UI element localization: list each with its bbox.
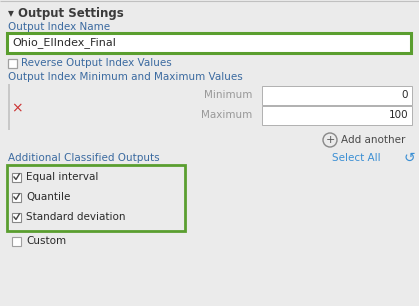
Bar — [7, 165, 185, 231]
Bar — [262, 106, 412, 125]
Bar — [8, 59, 17, 68]
Bar — [12, 192, 21, 201]
Text: Maximum: Maximum — [201, 110, 252, 121]
Bar — [8, 84, 10, 130]
Text: Additional Classified Outputs: Additional Classified Outputs — [8, 153, 160, 163]
Text: Select All: Select All — [332, 153, 381, 163]
Text: ↺: ↺ — [403, 151, 415, 165]
Text: Minimum: Minimum — [204, 91, 252, 100]
Text: Custom: Custom — [26, 236, 66, 246]
Text: +: + — [325, 135, 335, 145]
Text: Ohio_EIIndex_Final: Ohio_EIIndex_Final — [12, 38, 116, 48]
Text: Standard deviation: Standard deviation — [26, 212, 126, 222]
Text: Output Index Name: Output Index Name — [8, 22, 110, 32]
Text: 100: 100 — [388, 110, 408, 121]
Text: ×: × — [11, 101, 23, 115]
Bar — [262, 86, 412, 105]
Text: Equal interval: Equal interval — [26, 172, 98, 182]
Text: Output Index Minimum and Maximum Values: Output Index Minimum and Maximum Values — [8, 72, 243, 82]
Text: Quantile: Quantile — [26, 192, 70, 202]
Text: ▾ Output Settings: ▾ Output Settings — [8, 8, 124, 21]
Text: Add another: Add another — [341, 135, 405, 145]
Bar — [12, 173, 21, 181]
Bar — [12, 237, 21, 245]
Text: Reverse Output Index Values: Reverse Output Index Values — [21, 58, 172, 69]
Bar — [12, 212, 21, 222]
Text: 0: 0 — [401, 91, 408, 100]
Bar — [7, 33, 411, 53]
